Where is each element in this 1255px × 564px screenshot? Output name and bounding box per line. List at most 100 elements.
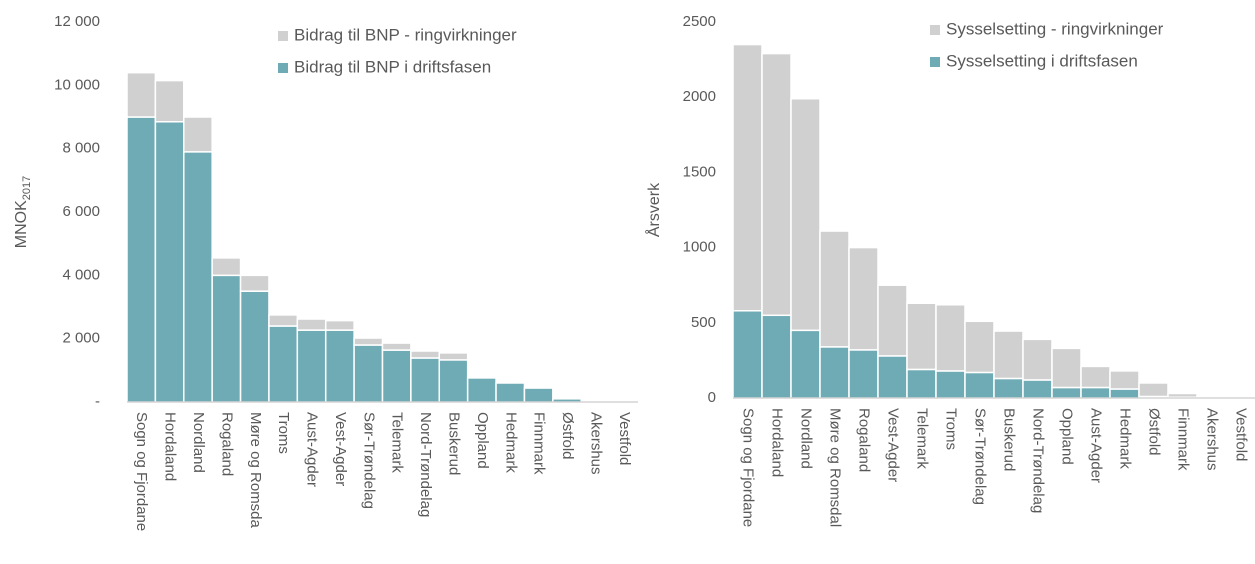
bar-segment [935,304,966,372]
x-tick-label: Nordland [190,412,207,473]
x-tick-label: Hedmark [1117,408,1134,469]
y-tick-label: 4 000 [62,266,100,283]
x-tick-label: Aust-Agder [1088,408,1105,483]
y-tick-label: 2500 [683,13,716,30]
x-tick-label: Sogn og Fjordane [133,412,150,531]
bar-segment [183,116,213,153]
bar-segment [819,230,850,348]
bar-segment [126,116,157,403]
y-tick-label: 1500 [683,163,716,180]
x-tick-label: Østfold [1146,408,1163,456]
bar-segment [732,310,763,399]
bar-segment [211,257,242,277]
bar-segment [239,290,270,403]
bar-segment [466,377,497,403]
x-tick-label: Buskerud [1001,408,1018,471]
x-tick-label: Møre og Romsda [247,412,264,529]
x-tick-label: Hordaland [769,408,786,477]
y-tick-label: 0 [708,389,716,406]
x-tick-label: Sør-Trøndelag [360,412,377,509]
bar-segment [848,246,879,351]
bar-segment [296,318,327,331]
bar-segment [1080,386,1111,399]
legend-label: Bidrag til BNP - ringvirkninger [294,25,517,44]
legend-label: Bidrag til BNP i driftsfasen [294,57,491,76]
bar-segment [381,349,412,403]
legend-swatch [278,63,288,73]
bar-segment [964,320,995,374]
y-axis-label: Årsverk [644,182,663,237]
bar-segment [1167,392,1198,398]
x-tick-label: Sogn og Fjordane [740,408,757,527]
bar-segment [761,52,792,317]
bar-segment [1051,386,1082,399]
legend-swatch [278,31,288,41]
bar-segment [1109,370,1140,390]
bar-segment [324,319,355,331]
x-tick-label: Buskerud [446,412,463,475]
bar-segment [410,350,441,359]
bar-segment [296,329,327,403]
y-tick-label: 12 000 [54,13,100,30]
x-tick-label: Nordland [798,408,815,469]
bar-segment [935,370,966,399]
x-tick-label: Aust-Agder [304,412,321,487]
chart: - 2 000 4 000 6 000 8 000 10 000 12 000 MNOK201… [13,13,638,531]
bar-segment [877,355,908,399]
x-tick-label: Rogaland [218,412,235,476]
y-axis-label-sub: 2017 [21,176,33,200]
bar-segment [438,352,469,361]
bar-segment [877,284,908,357]
bar-segment [993,377,1024,399]
y-tick-label: 10 000 [54,76,100,93]
bar-segment [964,371,995,399]
x-tick-label: Troms [275,412,292,454]
bar-segment [906,368,937,399]
bar-segment [819,346,850,399]
bar-segment [993,330,1024,380]
bar-segment [353,344,384,403]
x-tick-label: Nord-Trøndelag [417,412,434,517]
x-tick-label: Akershus [587,412,604,475]
y-axis-label-main: Årsverk [644,182,663,237]
bar-segment [268,314,299,327]
x-tick-label: Telemark [389,412,406,473]
bar-segment [732,43,763,312]
bar-segment [1080,365,1111,389]
x-tick-label: Oppland [474,412,491,469]
x-tick-label: Møre og Romsdal [827,408,844,527]
x-tick-label: Vest-Agder [885,408,902,482]
bar-segment [183,151,213,403]
x-tick-label: Telemark [914,408,931,469]
x-tick-label: Troms [943,408,960,450]
legend-swatch [930,57,940,67]
y-axis-label: MNOK2017 [13,176,33,248]
x-tick-label: Vest-Agder [332,412,349,486]
bar-segment [126,71,157,118]
bar-segment [523,387,554,403]
x-tick-label: Akershus [1204,408,1221,471]
y-tick-label: - [95,393,100,410]
bar-segment [154,79,185,123]
y-tick-label: 500 [691,314,716,331]
x-tick-label: Sør-Trøndelag [972,408,989,505]
bar-segment [1022,379,1053,399]
bar-segment [790,97,821,332]
x-tick-label: Oppland [1059,408,1076,465]
bar-segment [268,325,299,403]
x-tick-label: Hedmark [502,412,519,473]
y-tick-label: 1000 [683,239,716,256]
x-tick-label: Rogaland [856,408,873,472]
bar-segment [790,329,821,399]
y-axis-label-main: MNOK [13,200,30,248]
bar-segment [848,349,879,399]
y-tick-label: 8 000 [62,140,100,157]
bar-segment [495,382,526,403]
legend-swatch [930,25,940,35]
bar-segment [154,121,185,403]
bar-segment [410,357,441,403]
legend-label: Sysselsetting i driftsfasen [946,51,1138,70]
chart: 0 500 1000 1500 2000 2500 Årsverk Sogn og Fjord… [644,13,1255,527]
bar-segment [1022,338,1053,381]
